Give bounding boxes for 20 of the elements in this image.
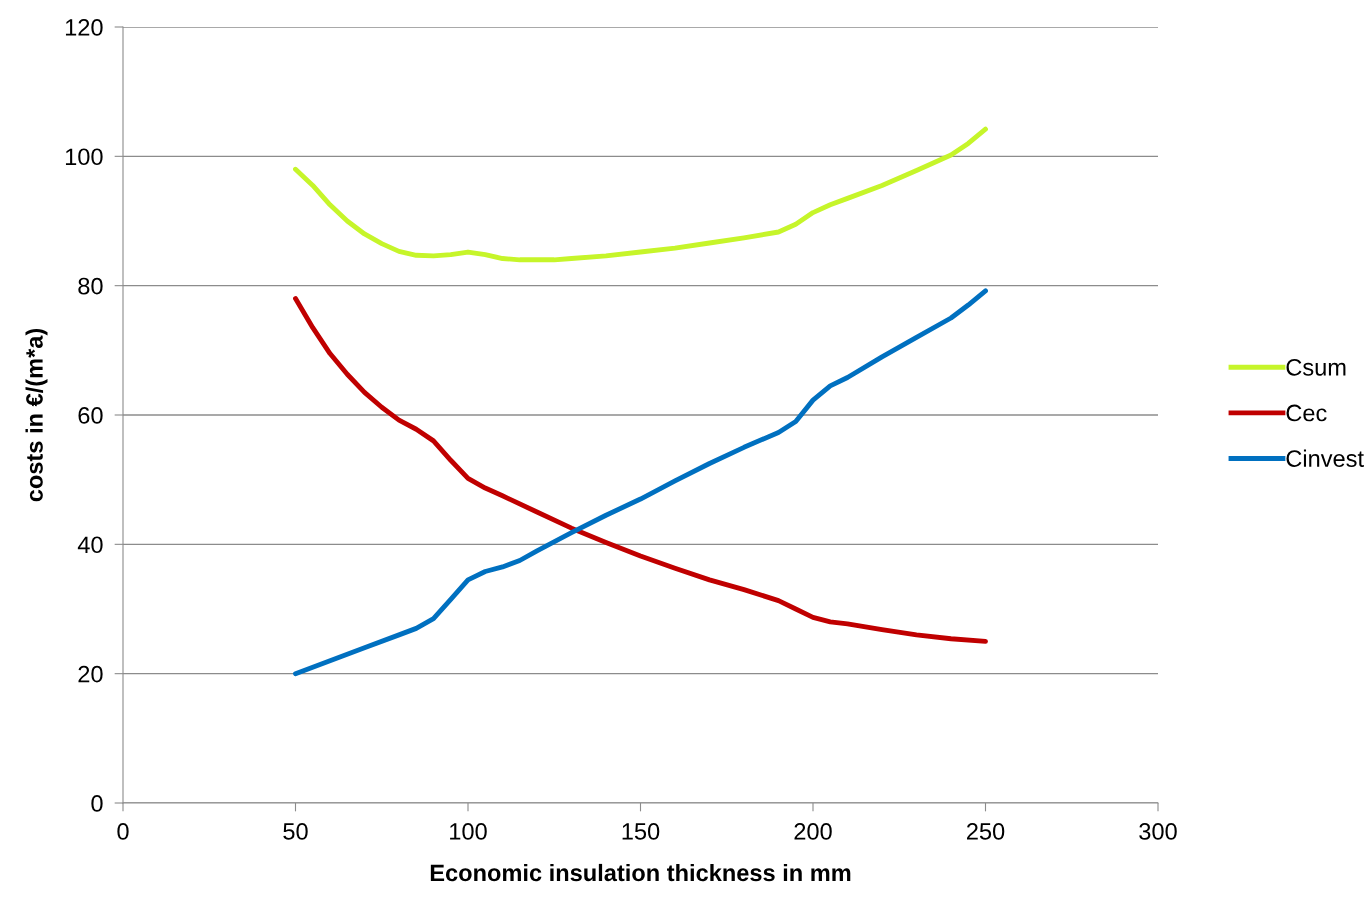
x-tick-label: 250 xyxy=(966,823,1005,840)
x-tick-label: 100 xyxy=(450,823,487,840)
y-tick-label: 0 xyxy=(91,795,103,812)
x-tick-label: 150 xyxy=(622,823,660,840)
y-tick-label: 120 xyxy=(65,19,103,36)
y-tick-label: 100 xyxy=(65,148,103,166)
legend-label: Cinvest xyxy=(1286,449,1364,467)
legend-label: Csum xyxy=(1286,359,1346,376)
y-axis-title: costs in €/(m*a) xyxy=(25,328,48,502)
y-tick-label: 60 xyxy=(78,407,103,424)
x-tick-label: 200 xyxy=(794,823,832,840)
y-tick-label: 80 xyxy=(78,277,103,295)
y-tick-label: 20 xyxy=(78,665,103,683)
x-tick-label: 300 xyxy=(1139,823,1177,840)
y-tick-label: 40 xyxy=(77,536,103,554)
x-tick-label: 50 xyxy=(283,823,308,840)
line-series xyxy=(293,126,988,263)
x-tick-label: 0 xyxy=(117,823,129,840)
x-axis-title: Economic insulation thickness in mm xyxy=(430,863,851,882)
legend-label: Cec xyxy=(1286,404,1327,422)
